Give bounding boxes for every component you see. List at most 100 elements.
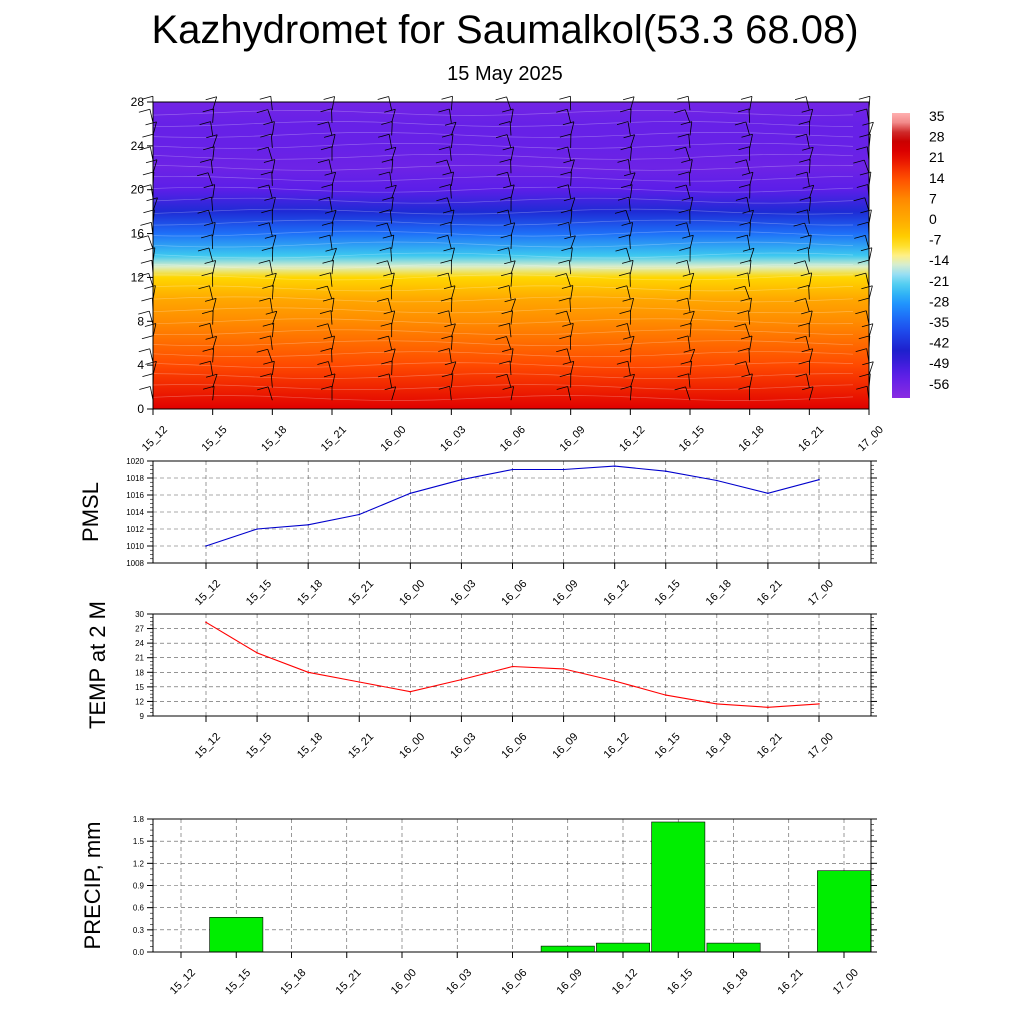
wind-barb-flag (385, 184, 397, 189)
wind-barb (748, 108, 751, 123)
wind-barb-column (674, 95, 696, 401)
wind-barb (267, 147, 273, 161)
wind-barb-flag (798, 360, 810, 365)
wind-barb-flag (674, 386, 686, 391)
wind-barb-flag (203, 184, 215, 188)
wind-barb-flag (144, 323, 157, 327)
wind-barb-flag (438, 108, 450, 113)
wind-barb-column (256, 95, 278, 401)
x-tick-label: 16_18 (736, 424, 766, 454)
x-tick-label: 17_00 (806, 731, 836, 761)
wind-barb (749, 222, 751, 237)
wind-barb-flag (740, 96, 753, 100)
wind-barb-flag (138, 348, 150, 353)
wind-barb-flag (735, 159, 747, 164)
wind-barb-flag (142, 171, 155, 176)
x-tick-label: 15_15 (244, 731, 274, 761)
wind-barb-flag (856, 146, 868, 151)
wind-barb-flag (741, 133, 753, 138)
wind-barb-flag (495, 134, 508, 138)
pmsl-panel: 1008 1010 1012 1014 1016 1018 1020 15_12 15_15 15… (78, 457, 877, 608)
x-tick-label: 16_15 (653, 731, 683, 761)
wind-barb-flag (802, 184, 814, 189)
data-point (358, 681, 361, 683)
wind-barb (389, 209, 393, 224)
wind-barb (566, 310, 572, 325)
wind-barb-flag (861, 285, 873, 290)
wind-barb-flag (204, 298, 217, 302)
wind-barb (688, 171, 691, 186)
y-tick-label: 1.2 (133, 859, 145, 868)
wind-barb-column (196, 96, 218, 401)
wind-barb (629, 374, 635, 388)
y-tick-label: 9 (140, 712, 145, 721)
wind-barb (689, 273, 695, 287)
wind-barb (270, 373, 273, 388)
contour-line (152, 208, 854, 215)
wind-barb (629, 336, 635, 350)
data-point (511, 468, 514, 471)
wind-barb-flag (676, 297, 688, 302)
wind-barb-flag (323, 96, 335, 100)
wind-barb (331, 108, 333, 123)
wind-barb-flag (381, 121, 393, 125)
x-tick-label: 15_21 (334, 967, 364, 997)
wind-barb-column (853, 95, 874, 401)
wind-barb-flag (737, 348, 750, 352)
wind-barb-flag (796, 209, 808, 214)
panel-frame (152, 460, 872, 564)
contour-line (152, 132, 854, 138)
wind-barb (391, 109, 396, 123)
wind-barb (447, 273, 452, 287)
wind-barb (868, 361, 874, 376)
x-tick-label: 16_18 (720, 967, 750, 997)
wind-barb-flag (201, 272, 213, 277)
y-tick-label: 1012 (126, 525, 144, 534)
wind-barb (269, 260, 273, 275)
wind-barb (209, 285, 214, 300)
data-point (665, 694, 667, 696)
wind-barb-flag (560, 209, 573, 214)
wind-barb (387, 260, 393, 275)
wind-barb (271, 273, 277, 287)
wind-barb (868, 122, 874, 136)
colorbar-label: -42 (929, 335, 949, 351)
wind-barb (271, 235, 277, 250)
x-tick-label: 15_12 (193, 578, 223, 608)
wind-barb-flag (620, 385, 632, 390)
wind-barb-flag (617, 159, 629, 163)
wind-barb (331, 184, 333, 199)
wind-barb-flag (681, 197, 693, 201)
wind-barb-flag (617, 196, 630, 201)
x-tick-label: 15_12 (140, 424, 170, 454)
contour-line (152, 395, 854, 401)
wind-barb (745, 361, 751, 376)
y-tick-label: 12 (135, 697, 144, 706)
wind-barb-flag (197, 247, 210, 252)
wind-barb-column (316, 96, 337, 401)
wind-barb-flag (320, 348, 332, 352)
precip-bar (209, 916, 264, 953)
contour-line (152, 197, 854, 204)
wind-barb-flag (623, 172, 636, 177)
wind-barb-flag (379, 247, 391, 251)
wind-barb-flag (616, 323, 628, 327)
wind-barb-flag (435, 159, 448, 164)
wind-barb (152, 197, 158, 212)
wind-barb (148, 273, 154, 287)
wind-barb-flag (734, 361, 746, 365)
wind-barb (391, 197, 394, 212)
y-tick-label: 30 (135, 610, 144, 619)
wind-barb (685, 184, 691, 199)
wind-barb (328, 361, 333, 376)
wind-barb (449, 108, 452, 123)
wind-barb-flag (556, 108, 568, 113)
wind-barb-flag (674, 146, 686, 151)
wind-barb-flag (856, 385, 868, 390)
wind-barb (387, 298, 393, 313)
wind-barb (685, 386, 691, 401)
y-axis-label: PRECIP, mm (80, 822, 105, 950)
data-point (307, 671, 310, 674)
x-tick-label: 15_12 (168, 967, 198, 997)
wind-barb-flag (140, 259, 153, 264)
